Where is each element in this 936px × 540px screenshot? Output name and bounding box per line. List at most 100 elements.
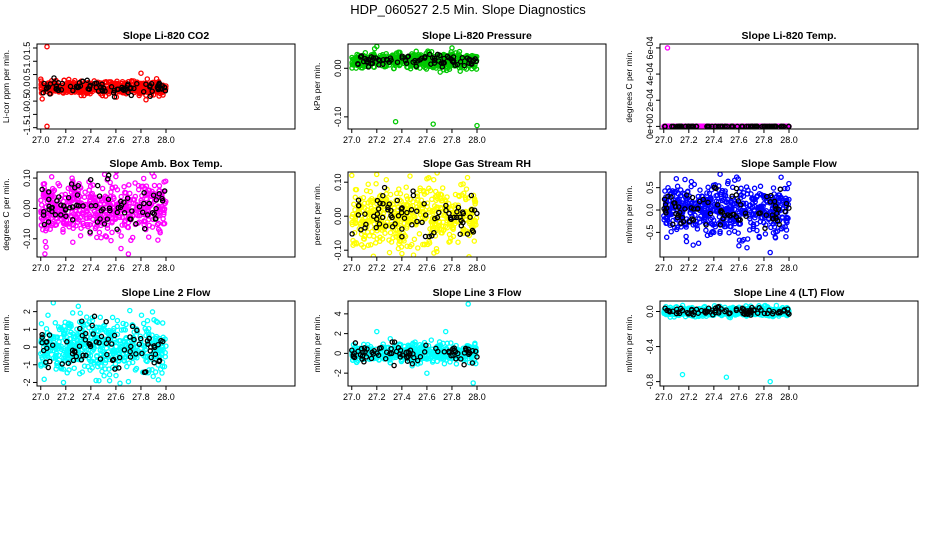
outlier-point: [349, 172, 355, 179]
data-point-black: [370, 213, 377, 220]
data-point-black: [73, 353, 80, 360]
data-point: [387, 229, 394, 236]
data-point-black: [769, 216, 776, 222]
data-point: [682, 176, 688, 183]
data-point: [775, 192, 782, 198]
data-point-black: [469, 360, 476, 366]
data-point-black: [64, 339, 70, 345]
data-point-black: [671, 200, 677, 206]
data-point-black: [451, 214, 457, 221]
data-point: [440, 354, 446, 360]
data-point-black: [105, 196, 112, 203]
data-point: [404, 243, 410, 249]
data-point-black: [92, 202, 99, 209]
data-point: [51, 334, 57, 340]
data-point: [112, 215, 119, 222]
data-point: [471, 196, 478, 202]
data-point: [452, 191, 459, 198]
data-point-black: [394, 197, 401, 204]
data-point: [62, 353, 68, 359]
data-point-black: [136, 203, 143, 210]
data-point: [694, 226, 701, 232]
data-point: [76, 217, 82, 223]
data-point: [78, 225, 84, 231]
data-point-black: [414, 208, 420, 214]
data-point: [370, 233, 377, 240]
data-point-black: [381, 184, 388, 191]
data-point: [149, 309, 156, 315]
data-point: [50, 220, 56, 227]
panel-4: Slope Amb. Box Temp.degrees C per min.27…: [1, 158, 296, 273]
data-point: [772, 234, 778, 240]
data-point: [144, 317, 151, 324]
data-point-black: [460, 219, 466, 226]
data-point: [60, 226, 66, 233]
data-point-black: [385, 207, 391, 213]
outlier-point: [374, 44, 380, 50]
outlier-point: [673, 175, 680, 182]
outlier-point: [44, 44, 50, 50]
data-points: [38, 301, 169, 386]
data-point: [429, 196, 435, 203]
data-point-black: [95, 88, 102, 94]
data-point: [373, 181, 379, 187]
data-point-black: [111, 332, 118, 339]
data-point: [459, 192, 465, 198]
data-point-black: [141, 225, 148, 232]
data-point-black: [455, 204, 462, 211]
data-point-black: [373, 224, 379, 231]
data-point: [90, 346, 97, 353]
data-point: [354, 359, 360, 365]
data-point: [401, 220, 407, 227]
data-point: [416, 231, 423, 237]
data-point: [159, 320, 166, 326]
data-point: [755, 204, 761, 211]
data-point-black: [112, 366, 118, 372]
data-point: [140, 175, 147, 182]
outlier-point: [424, 176, 430, 182]
data-point-black: [388, 57, 394, 63]
data-point-black: [363, 221, 369, 228]
data-point-black: [473, 58, 480, 65]
data-point: [137, 333, 143, 339]
data-point: [757, 183, 764, 190]
data-point: [430, 176, 437, 183]
data-point: [434, 358, 440, 365]
data-point: [439, 185, 446, 191]
data-point: [758, 192, 765, 198]
data-point: [102, 360, 109, 366]
y-tick-label: 1.5: [22, 42, 32, 55]
data-point: [55, 345, 62, 352]
data-point: [115, 357, 122, 364]
data-point-black: [122, 87, 129, 93]
data-point-black: [159, 198, 166, 204]
outlier-point: [399, 250, 405, 257]
data-point: [154, 319, 161, 325]
data-point-black: [675, 212, 682, 218]
data-point: [96, 229, 103, 236]
data-point: [55, 342, 62, 349]
data-point: [731, 177, 738, 183]
data-point: [149, 367, 155, 373]
data-point-black: [467, 214, 473, 220]
data-point: [77, 232, 84, 239]
data-point-black: [128, 216, 134, 222]
data-point: [414, 204, 420, 210]
data-point-black: [92, 80, 98, 87]
data-point-black: [398, 206, 405, 212]
data-point: [105, 329, 112, 335]
x-tick-label: 27.0: [343, 263, 361, 273]
data-point: [351, 229, 358, 236]
y-tick-label: -0.5: [22, 93, 32, 109]
data-point: [692, 212, 698, 219]
panel-title: Slope Line 3 Flow: [433, 287, 523, 299]
data-point: [81, 194, 88, 200]
y-axis-label: ml/min per min.: [1, 314, 11, 372]
data-point: [370, 253, 377, 257]
data-point: [368, 242, 374, 248]
y-axis-label: percent per min.: [312, 184, 322, 245]
data-point: [397, 197, 403, 203]
data-point-black: [368, 355, 375, 362]
data-point: [104, 225, 111, 231]
data-point-black: [111, 87, 118, 94]
